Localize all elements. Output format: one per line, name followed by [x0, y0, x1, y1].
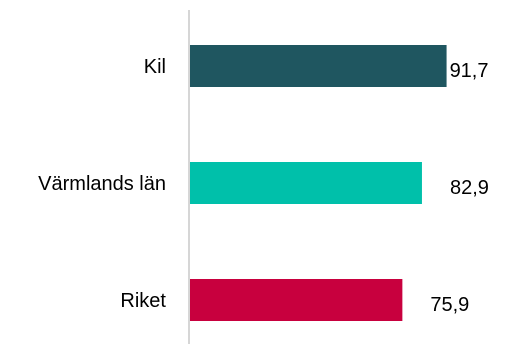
category-labels-group: Kil Värmlands län Riket [38, 56, 166, 312]
value-label-2: 75,9 [430, 294, 469, 316]
category-label-2: Riket [120, 290, 166, 312]
bar-1 [190, 162, 422, 204]
value-label-0: 91,7 [450, 60, 489, 82]
value-label-1: 82,9 [450, 177, 489, 199]
bar-0 [190, 45, 447, 87]
value-labels-group: 91,7 82,9 75,9 [430, 60, 489, 316]
category-label-0: Kil [144, 56, 166, 78]
category-label-1: Värmlands län [38, 173, 166, 195]
bars-group [190, 45, 447, 321]
bar-2 [190, 279, 403, 321]
